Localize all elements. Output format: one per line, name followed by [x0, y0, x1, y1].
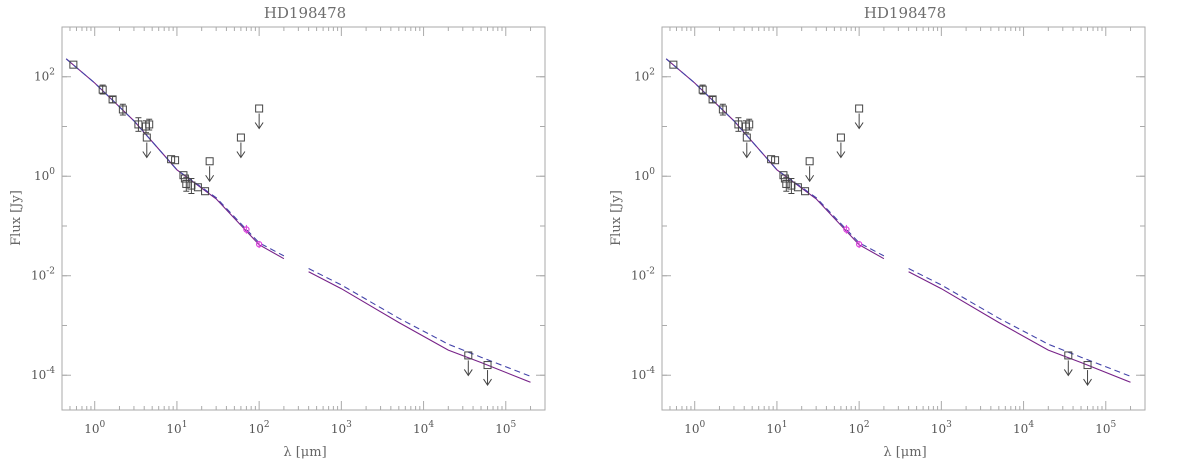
x-tick-label: 103: [931, 420, 952, 436]
upper-limit-point: [1064, 351, 1073, 360]
x-tick-label: 105: [495, 420, 516, 436]
upper-limit-arrowhead: [805, 174, 815, 183]
upper-limit-arrowhead: [236, 151, 246, 159]
data-point: [180, 174, 189, 183]
data-point: [108, 95, 117, 104]
y-tick-label: 10-4: [631, 366, 655, 382]
upper-limit-arrowhead: [1083, 378, 1092, 386]
upper-limit-arrowhead: [1063, 369, 1073, 377]
synthetic-point: [255, 241, 263, 248]
model-curve-solid: [308, 271, 531, 383]
data-point: [801, 187, 810, 196]
upper-limit-arrowhead: [483, 378, 492, 386]
upper-limit-point: [1083, 361, 1092, 370]
y-tick-label: 10-4: [31, 366, 55, 382]
data-point: [669, 60, 678, 69]
y-tick-label: 100: [34, 167, 55, 183]
upper-limit-point: [205, 157, 214, 166]
upper-limit-arrowhead: [836, 151, 846, 159]
model-curve-dashed: [308, 268, 531, 377]
plot-frame: [61, 26, 546, 411]
synthetic-point: [855, 241, 863, 248]
y-tick-label: 10-2: [31, 267, 55, 283]
x-tick-label: 105: [1095, 420, 1116, 436]
sed-panel-left: HD198478 λ [μm] Flux [Jy] 100 101 102 103 10…: [9, 4, 546, 460]
plot-frame: [661, 26, 1146, 411]
data-point: [698, 85, 707, 94]
synthetic-point: [243, 226, 250, 233]
data-point: [201, 187, 210, 196]
upper-limit-point: [742, 133, 751, 142]
data-point: [69, 60, 78, 69]
sed-chart-left: HD198478 λ [μm] Flux [Jy] 100 101 102 103 10…: [9, 4, 546, 460]
upper-limit-point: [255, 104, 264, 113]
sed-chart-right: HD198478 λ [μm] Flux [Jy] 100 101 102 103 10…: [609, 4, 1146, 460]
upper-limit-point: [855, 104, 864, 113]
plot-area: 100 101 102 103 104 105 10-4 10-2 100 102: [631, 26, 1146, 436]
x-tick-label: 104: [413, 420, 434, 436]
data-point: [708, 95, 717, 104]
data-point: [780, 174, 789, 183]
upper-limit-point: [236, 133, 245, 142]
upper-limit-point: [483, 361, 492, 370]
plot-area: 100 101 102 103 104 105 10-4 10-2 100 102: [31, 26, 546, 436]
chart-title: HD198478: [864, 4, 946, 22]
model-curve-dashed: [908, 268, 1131, 377]
model-curve-solid: [908, 271, 1131, 383]
x-tick-label: 100: [84, 420, 105, 436]
upper-limit-point: [142, 133, 151, 142]
data-point: [118, 105, 127, 114]
y-tick-label: 100: [634, 167, 655, 183]
y-tick-label: 10-2: [631, 267, 655, 283]
upper-limit-arrowhead: [742, 151, 752, 159]
data-point: [745, 120, 754, 129]
x-tick-label: 101: [166, 420, 187, 436]
x-tick-label: 102: [249, 420, 270, 436]
synthetic-point: [843, 226, 850, 233]
chart-title: HD198478: [264, 4, 346, 22]
x-axis-label: λ [μm]: [283, 445, 326, 460]
x-tick-label: 102: [849, 420, 870, 436]
data-point: [782, 179, 791, 188]
upper-limit-arrowhead: [854, 122, 864, 130]
y-tick-label: 102: [34, 68, 55, 84]
data-point: [718, 105, 727, 114]
upper-limit-point: [805, 157, 814, 166]
upper-limit-arrowhead: [205, 174, 215, 183]
upper-limit-arrowhead: [463, 369, 473, 377]
data-point: [134, 120, 143, 129]
data-point: [182, 179, 191, 188]
data-point: [145, 120, 154, 129]
x-tick-label: 100: [684, 420, 705, 436]
x-tick-label: 103: [331, 420, 352, 436]
sed-panel-right: HD198478 λ [μm] Flux [Jy] 100 101 102 103 10…: [600, 0, 1200, 462]
data-point: [734, 120, 743, 129]
x-tick-label: 101: [766, 420, 787, 436]
x-tick-label: 104: [1013, 420, 1034, 436]
x-axis-label: λ [μm]: [883, 445, 926, 460]
upper-limit-point: [464, 351, 473, 360]
data-point: [171, 156, 180, 165]
upper-limit-arrowhead: [254, 122, 264, 130]
y-axis-label: Flux [Jy]: [609, 190, 624, 246]
data-point: [771, 156, 780, 165]
y-axis-label: Flux [Jy]: [9, 190, 24, 246]
y-tick-label: 102: [634, 68, 655, 84]
upper-limit-arrowhead: [142, 151, 152, 159]
data-point: [98, 85, 107, 94]
upper-limit-point: [836, 133, 845, 142]
